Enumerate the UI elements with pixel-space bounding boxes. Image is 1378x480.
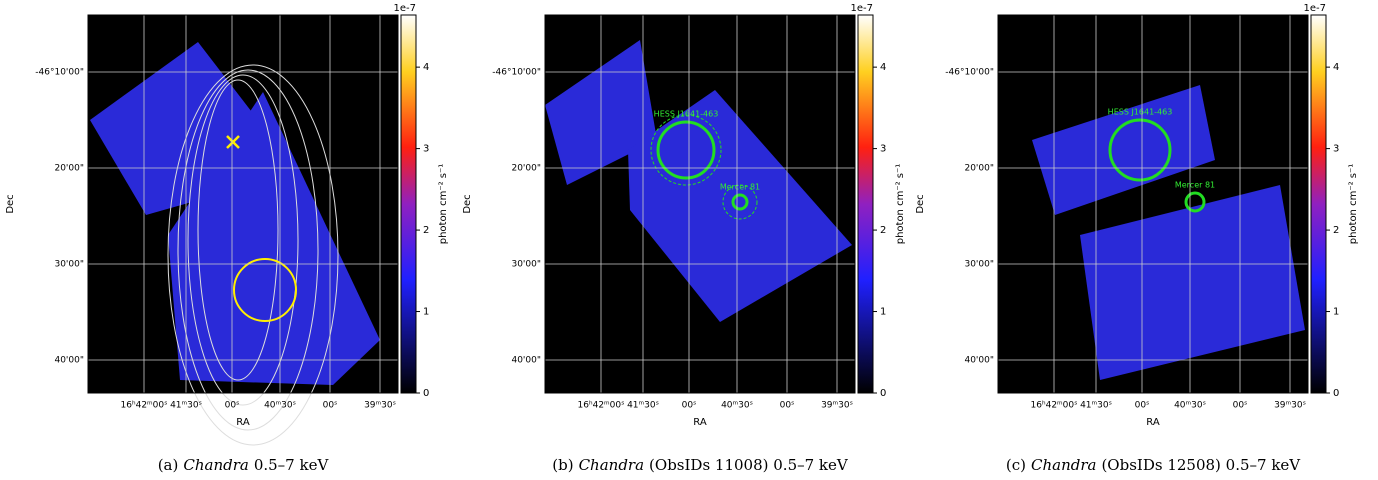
x-tick-label: 41ᵐ30ˢ xyxy=(627,401,659,411)
x-tick-label: 00ˢ xyxy=(225,401,240,411)
colorbar-tick-label: 3 xyxy=(1333,144,1339,155)
y-tick-label: -46°10'00" xyxy=(492,68,541,78)
colorbar-offset: 1e-7 xyxy=(394,3,417,14)
y-tick-label: 30'00" xyxy=(54,260,84,270)
exposure-region xyxy=(1032,85,1215,215)
x-axis-label: RA xyxy=(693,417,707,428)
x-tick-label: 00ˢ xyxy=(682,401,697,411)
x-tick-label: 16ʰ42ᵐ00ˢ xyxy=(578,401,625,411)
peak-marker xyxy=(226,135,240,149)
caption-instrument: Chandra xyxy=(183,456,248,474)
x-tick-label: 39ᵐ30ˢ xyxy=(1274,401,1306,411)
colorbar xyxy=(857,14,874,394)
x-axis-label: RA xyxy=(1146,417,1160,428)
contour xyxy=(167,64,339,446)
colorbar-offset: 1e-7 xyxy=(1304,3,1327,14)
colorbar xyxy=(1310,14,1327,394)
x-axis-label: RA xyxy=(236,417,250,428)
x-tick-label: 41ᵐ30ˢ xyxy=(1080,401,1112,411)
y-tick-label: 30'00" xyxy=(964,260,994,270)
colorbar-label: photon cm⁻² s⁻¹ xyxy=(895,164,906,245)
x-tick-label: 16ʰ42ᵐ00ˢ xyxy=(1031,401,1078,411)
colorbar-tick-label: 1 xyxy=(1333,307,1339,318)
caption-text: (ObsIDs 11008) 0.5–7 keV xyxy=(649,456,849,474)
contour xyxy=(187,74,299,406)
colorbar-label: photon cm⁻² s⁻¹ xyxy=(438,164,449,245)
axes-frame xyxy=(997,14,1309,394)
region-circle xyxy=(233,258,297,322)
colorbar-tick-label: 4 xyxy=(423,62,429,73)
x-tick-label: 00ˢ xyxy=(1233,401,1248,411)
contour xyxy=(177,69,319,431)
region-dashed xyxy=(722,184,758,220)
region-circle xyxy=(731,193,749,211)
caption-label: (c) xyxy=(1006,456,1026,474)
annotation: Mercer 81 xyxy=(1175,181,1215,190)
panel: 16ʰ42ᵐ00ˢ 41ᵐ30ˢ 00ˢ 40ᵐ30ˢ 00ˢ 39ᵐ30ˢ -46°10'… xyxy=(5,3,449,474)
caption-label: (b) xyxy=(552,456,573,474)
caption: (b) Chandra (ObsIDs 11008) 0.5–7 keV xyxy=(552,456,849,474)
exposure-region xyxy=(1080,185,1305,380)
y-tick-label: 20'00" xyxy=(511,164,541,174)
colorbar-tick-label: 2 xyxy=(423,225,429,236)
colorbar-tick-label: 4 xyxy=(880,62,886,73)
colorbar-offset: 1e-7 xyxy=(851,3,874,14)
colorbar-tick-label: 1 xyxy=(880,307,886,318)
colorbar-tick-label: 1 xyxy=(423,307,429,318)
y-axis-label: Dec xyxy=(5,194,16,213)
y-tick-label: 40'00" xyxy=(964,356,994,366)
exposure-region xyxy=(168,92,380,385)
caption-text: 0.5–7 keV xyxy=(254,456,330,474)
y-axis-label: Dec xyxy=(915,194,926,213)
colorbar-tick-label: 3 xyxy=(880,144,886,155)
x-tick-label: 00ˢ xyxy=(323,401,338,411)
colorbar-tick-label: 2 xyxy=(880,225,886,236)
annotation: HESS J1641-463 xyxy=(1108,108,1173,117)
y-tick-label: -46°10'00" xyxy=(35,68,84,78)
colorbar-tick-label: 3 xyxy=(423,144,429,155)
caption-instrument: Chandra xyxy=(579,456,644,474)
annotation: HESS J1641-463 xyxy=(654,110,719,119)
colorbar-tick-label: 0 xyxy=(880,388,886,399)
x-tick-label: 16ʰ42ᵐ00ˢ xyxy=(121,401,168,411)
region-circle xyxy=(1184,191,1206,213)
y-tick-label: 20'00" xyxy=(54,164,84,174)
axes-frame xyxy=(87,14,399,394)
x-tick-label: 41ᵐ30ˢ xyxy=(170,401,202,411)
x-tick-label: 40ᵐ30ˢ xyxy=(1174,401,1206,411)
colorbar-label: photon cm⁻² s⁻¹ xyxy=(1348,164,1359,245)
x-tick-label: 40ᵐ30ˢ xyxy=(264,401,296,411)
region-circle xyxy=(1108,118,1172,182)
contour xyxy=(197,79,279,381)
y-axis-label: Dec xyxy=(462,194,473,213)
y-tick-label: -46°10'00" xyxy=(945,68,994,78)
y-tick-label: 20'00" xyxy=(964,164,994,174)
annotation: Mercer 81 xyxy=(720,183,760,192)
region-circle xyxy=(656,120,716,180)
y-tick-label: 40'00" xyxy=(54,356,84,366)
axes-frame xyxy=(544,14,856,394)
x-tick-label: 00ˢ xyxy=(780,401,795,411)
y-tick-label: 40'00" xyxy=(511,356,541,366)
caption-instrument: Chandra xyxy=(1031,456,1096,474)
caption: (c) Chandra (ObsIDs 12508) 0.5–7 keV xyxy=(1006,456,1301,474)
colorbar xyxy=(400,14,417,394)
colorbar-tick-label: 0 xyxy=(423,388,429,399)
colorbar-tick-label: 4 xyxy=(1333,62,1339,73)
colorbar-tick-label: 0 xyxy=(1333,388,1339,399)
y-tick-label: 30'00" xyxy=(511,260,541,270)
x-tick-label: 40ᵐ30ˢ xyxy=(721,401,753,411)
x-tick-label: 39ᵐ30ˢ xyxy=(364,401,396,411)
region-dashed xyxy=(650,114,722,186)
x-tick-label: 00ˢ xyxy=(1135,401,1150,411)
caption-label: (a) xyxy=(158,456,179,474)
caption: (a) Chandra 0.5–7 keV xyxy=(158,456,330,474)
x-tick-label: 39ᵐ30ˢ xyxy=(821,401,853,411)
caption-text: (ObsIDs 12508) 0.5–7 keV xyxy=(1101,456,1301,474)
colorbar-tick-label: 2 xyxy=(1333,225,1339,236)
